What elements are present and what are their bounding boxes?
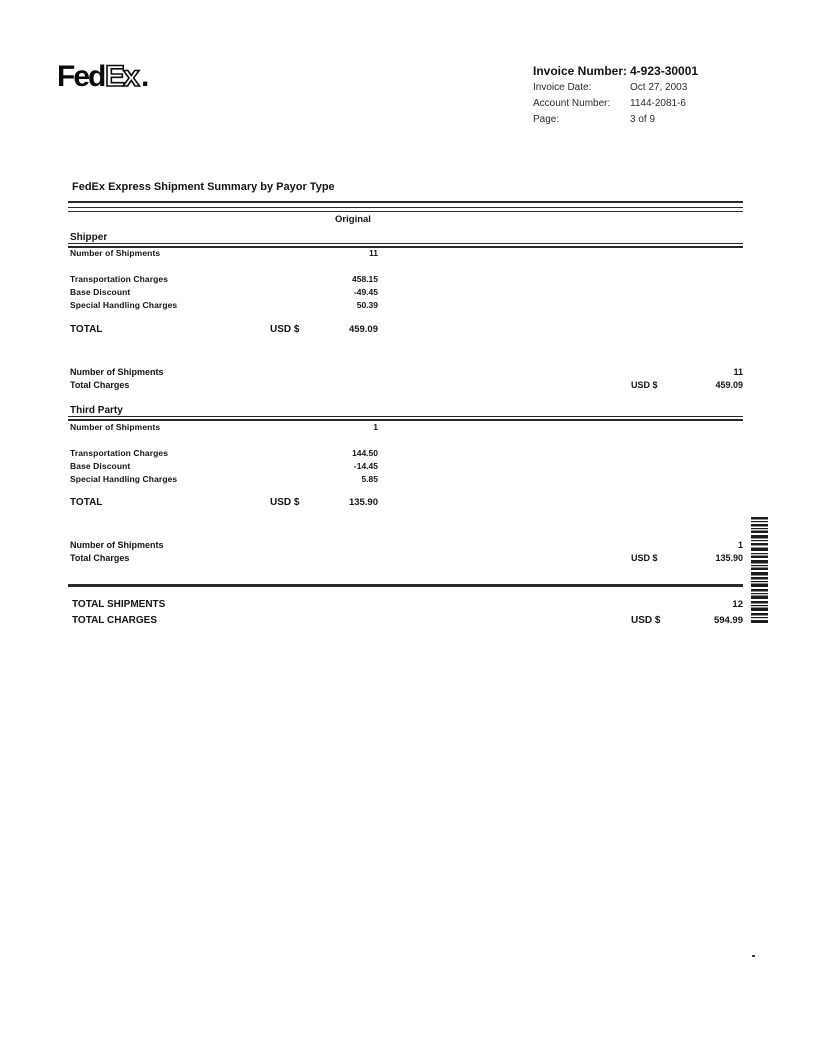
currency-label: USD $ [270,497,300,508]
row-value: 5.85 [361,474,378,484]
divider [68,210,743,212]
divider [68,243,743,244]
invoice-number-value: 4-923-30001 [630,64,699,78]
page-value: 3 of 9 [630,114,656,125]
row-value: 1 [373,422,378,432]
fedex-logo-graphic: Fed Ex . [57,59,149,94]
divider [68,245,743,248]
row-label: Transportation Charges [70,448,169,458]
total-value: 135.90 [348,497,378,508]
row-value: 458.15 [352,274,378,284]
third-party-charge-row: Base Discount -14.45 [0,461,816,473]
currency-label: USD $ [631,615,661,626]
invoice-number-label: Invoice Number: [533,64,628,78]
row-value: 11 [369,248,378,258]
summary-label: Total Charges [70,553,130,563]
shipper-charge-row: Special Handling Charges 50.39 [0,300,816,312]
account-number-value: 1144-2081-6 [630,98,686,109]
logo-fed-text: Fed [57,60,105,93]
row-label: Base Discount [70,287,131,297]
divider [68,207,743,209]
total-value: 459.09 [348,324,378,335]
page-label: Page: [533,114,560,125]
total-label: TOTAL [70,324,103,335]
summary-label: Number of Shipments [70,367,164,377]
row-label: Special Handling Charges [70,300,178,310]
third-party-charge-row: Special Handling Charges 5.85 [0,474,816,486]
summary-value: 135.90 [715,553,743,563]
summary-label: Total Charges [70,380,130,390]
row-value: -49.45 [353,287,378,297]
summary-value: 1 [737,540,743,550]
grand-total-label: TOTAL CHARGES [72,615,158,626]
shipper-total-row: TOTAL USD $ 459.09 [0,324,816,336]
row-label: Number of Shipments [70,248,161,258]
third-party-summary-charges-row: Total Charges USD $ 135.90 [0,553,816,565]
fedex-logo: Fed Ex . [57,59,167,94]
logo-period: . [141,60,149,93]
divider [68,584,743,587]
shipper-summary-shipments-row: Number of Shipments 11 [0,367,816,379]
grand-total-charges-row: TOTAL CHARGES USD $ 594.99 [0,615,816,627]
row-value: 144.50 [352,448,378,458]
divider [68,201,743,203]
third-party-summary-shipments-row: Number of Shipments 1 [0,540,816,552]
row-label: Number of Shipments [70,422,161,432]
currency-label: USD $ [631,553,658,563]
invoice-date-label: Invoice Date: [533,82,592,93]
row-label: Base Discount [70,461,131,471]
divider [68,416,743,417]
grand-total-label: TOTAL SHIPMENTS [72,599,166,610]
grand-total-value: 594.99 [713,615,743,626]
summary-value: 459.09 [715,380,743,390]
shipper-shipments-row: Number of Shipments 11 [0,248,816,260]
third-party-total-row: TOTAL USD $ 135.90 [0,497,816,509]
third-party-shipments-row: Number of Shipments 1 [0,422,816,434]
shipper-summary-charges-row: Total Charges USD $ 459.09 [0,380,816,392]
row-value: 50.39 [356,300,378,310]
total-label: TOTAL [70,497,103,508]
shipper-charge-row: Base Discount -49.45 [0,287,816,299]
third-party-charge-row: Transportation Charges 144.50 [0,448,816,460]
currency-label: USD $ [631,380,658,390]
scan-speck [752,955,755,957]
row-label: Special Handling Charges [70,474,178,484]
grand-total-shipments-row: TOTAL SHIPMENTS 12 [0,599,816,611]
invoice-date-value: Oct 27, 2003 [630,82,688,93]
section-header-third-party: Third Party [70,405,123,416]
account-number-label: Account Number: [533,98,611,109]
section-header-shipper: Shipper [70,232,108,243]
grand-total-value: 12 [732,599,743,610]
shipper-charge-row: Transportation Charges 458.15 [0,274,816,286]
barcode [751,517,768,625]
column-header-original: Original [335,214,371,225]
summary-value: 11 [733,367,743,377]
divider [68,418,743,421]
logo-ex-text: Ex [105,60,140,93]
row-value: -14.45 [353,461,378,471]
report-title: FedEx Express Shipment Summary by Payor … [72,181,335,193]
currency-label: USD $ [270,324,300,335]
row-label: Transportation Charges [70,274,169,284]
summary-label: Number of Shipments [70,540,164,550]
